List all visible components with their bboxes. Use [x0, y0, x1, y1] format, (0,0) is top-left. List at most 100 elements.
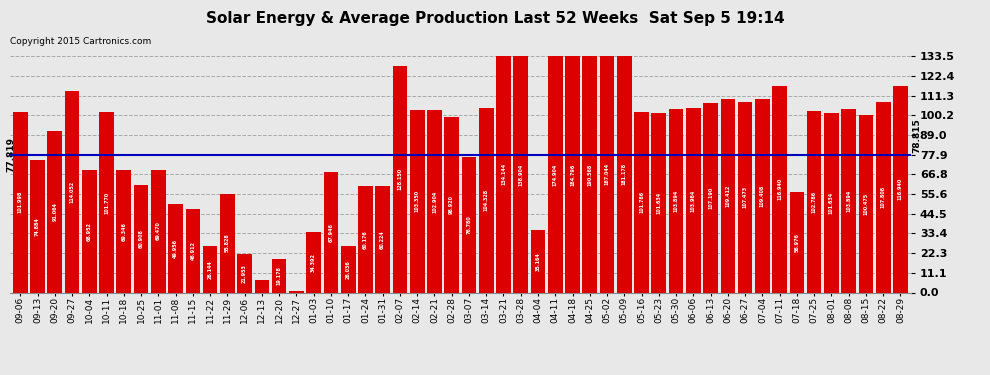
Bar [410, 110, 425, 292]
Bar [427, 110, 442, 292]
Text: 60.176: 60.176 [363, 230, 368, 249]
Bar [635, 112, 648, 292]
Bar [617, 0, 632, 292]
Bar [358, 186, 373, 292]
Bar [582, 0, 597, 292]
Text: 128.150: 128.150 [397, 168, 403, 190]
Bar [893, 86, 908, 292]
Bar [565, 0, 580, 292]
Text: 101.634: 101.634 [656, 192, 661, 214]
Bar [134, 185, 148, 292]
Text: 56.976: 56.976 [794, 232, 799, 252]
Text: 34.392: 34.392 [311, 253, 316, 272]
Bar [64, 91, 79, 292]
Bar [220, 194, 235, 292]
Bar [185, 210, 200, 292]
Bar [117, 170, 131, 292]
Bar [496, 55, 511, 292]
Text: 134.144: 134.144 [501, 164, 506, 186]
Bar [721, 99, 736, 292]
Bar [703, 103, 718, 292]
Text: Solar Energy & Average Production Last 52 Weeks  Sat Sep 5 19:14: Solar Energy & Average Production Last 5… [206, 11, 784, 26]
Text: 69.346: 69.346 [122, 222, 127, 241]
Text: 46.912: 46.912 [190, 242, 195, 260]
Bar [393, 66, 407, 292]
Text: 100.475: 100.475 [863, 192, 868, 214]
Text: 60.908: 60.908 [139, 229, 144, 248]
Text: 60.224: 60.224 [380, 230, 385, 249]
Bar [48, 131, 62, 292]
Text: 114.052: 114.052 [69, 180, 74, 203]
Bar [755, 99, 769, 292]
Text: 102.904: 102.904 [432, 190, 437, 213]
Bar [30, 160, 45, 292]
Text: 109.412: 109.412 [726, 184, 731, 207]
Bar [876, 102, 891, 292]
Bar [13, 112, 28, 292]
Bar [445, 117, 459, 292]
Bar [99, 112, 114, 292]
Text: 26.144: 26.144 [208, 260, 213, 279]
Text: 101.998: 101.998 [18, 191, 23, 213]
Bar [203, 246, 218, 292]
Text: 78.815: 78.815 [913, 118, 922, 153]
Text: 67.946: 67.946 [329, 223, 334, 242]
Bar [479, 108, 494, 292]
Bar [772, 86, 787, 292]
Bar [289, 291, 304, 292]
Bar [531, 230, 545, 292]
Text: 101.770: 101.770 [104, 191, 109, 213]
Text: 101.634: 101.634 [829, 192, 834, 214]
Bar [272, 258, 286, 292]
Text: 103.350: 103.350 [415, 190, 420, 212]
Bar [306, 232, 321, 292]
Bar [341, 246, 355, 292]
Bar [324, 172, 339, 292]
Bar [686, 108, 701, 292]
Bar [842, 109, 856, 292]
Text: 102.786: 102.786 [812, 190, 817, 213]
Text: 74.884: 74.884 [35, 217, 40, 236]
Bar [651, 112, 666, 292]
Text: 107.473: 107.473 [742, 186, 747, 209]
Text: 104.328: 104.328 [484, 189, 489, 211]
Bar [168, 204, 183, 292]
Text: 103.894: 103.894 [846, 189, 851, 212]
Text: 21.953: 21.953 [243, 264, 248, 282]
Text: 167.044: 167.044 [605, 164, 610, 186]
Text: 181.178: 181.178 [622, 164, 627, 186]
Text: 77.819: 77.819 [6, 137, 15, 172]
Text: 109.408: 109.408 [760, 184, 765, 207]
Text: 190.568: 190.568 [587, 163, 592, 186]
Text: 26.036: 26.036 [346, 260, 350, 279]
Text: Copyright 2015 Cartronics.com: Copyright 2015 Cartronics.com [10, 38, 151, 46]
Text: 49.956: 49.956 [173, 239, 178, 258]
Bar [669, 109, 683, 292]
Text: 107.808: 107.808 [881, 186, 886, 208]
Text: 184.796: 184.796 [570, 163, 575, 186]
Text: 69.470: 69.470 [155, 222, 160, 240]
Bar [547, 0, 562, 292]
Text: 174.904: 174.904 [552, 163, 557, 186]
Text: 107.190: 107.190 [708, 186, 713, 209]
Text: 103.984: 103.984 [691, 189, 696, 211]
Bar [375, 186, 390, 292]
Bar [461, 157, 476, 292]
Bar [514, 46, 528, 292]
Text: 116.940: 116.940 [898, 178, 903, 200]
Bar [254, 280, 269, 292]
Text: 138.904: 138.904 [518, 163, 524, 186]
Text: 91.064: 91.064 [52, 202, 57, 221]
Bar [238, 254, 251, 292]
Text: 101.786: 101.786 [640, 191, 644, 213]
Bar [858, 115, 873, 292]
Bar [807, 111, 822, 292]
Text: 19.178: 19.178 [276, 266, 281, 285]
Bar [790, 192, 804, 292]
Text: 35.164: 35.164 [536, 252, 541, 271]
Text: 55.828: 55.828 [225, 234, 230, 252]
Bar [824, 112, 839, 292]
Text: 76.780: 76.780 [466, 215, 471, 234]
Bar [738, 102, 752, 292]
Bar [82, 171, 97, 292]
